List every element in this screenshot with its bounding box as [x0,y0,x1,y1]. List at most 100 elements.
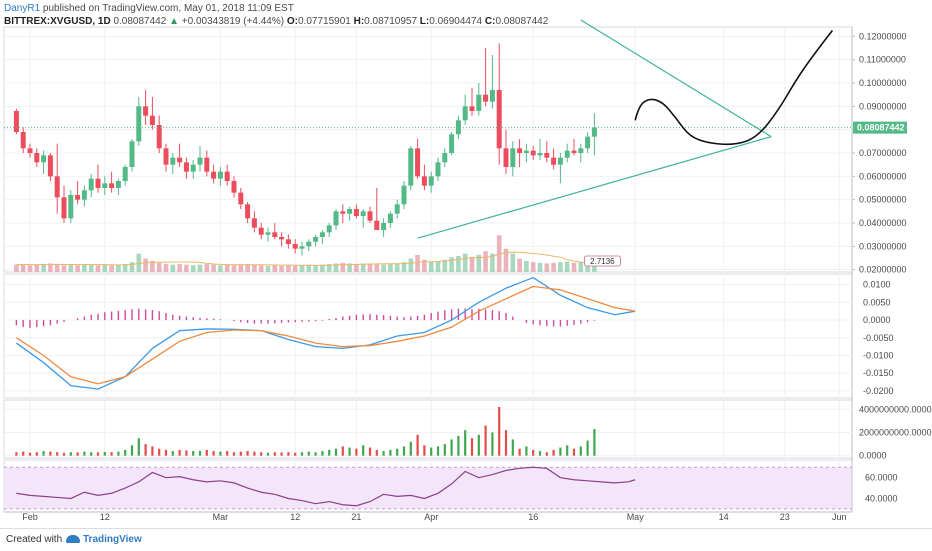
projection-drawing [634,30,834,146]
volume-bar [54,264,60,272]
candle-body [585,136,591,149]
volume-bar [347,263,352,272]
tradingview-brand: TradingView [83,534,142,545]
last-price-tag [853,121,907,134]
volume-bar [136,253,142,272]
candle-body [421,176,427,186]
candle-body [435,162,441,177]
volume-bar [408,258,414,272]
volume-bar [374,264,380,272]
candle-body [211,171,217,179]
candle-body [68,195,74,219]
created-with-label: Created with [6,534,63,545]
time-tick-label: May [627,512,645,522]
candle-body [217,171,223,179]
candle-body [489,90,495,102]
rsi-band [5,467,851,509]
candle-body [340,211,346,214]
volume-bar [530,262,536,272]
macd-tick-label: -0.0200 [863,386,894,396]
macd-tick-label: -0.0100 [863,350,894,360]
volume-bar [163,264,169,272]
volume-bar [68,264,74,272]
candle-body [34,153,40,163]
low-value: 0.06904474 [429,16,483,27]
candle-body [326,225,332,233]
volume-bar [88,264,94,272]
publish-line: DanyR1 published on TradingView.com, May… [4,2,904,15]
candle-body [428,176,434,186]
close-label: C: [484,16,496,27]
candle-body [13,111,19,132]
candle-body [503,148,509,167]
price-tick-label: 0.09000000 [859,101,907,111]
volume-bar [245,264,250,272]
volume-bar [272,265,278,272]
volume-bar [388,264,393,272]
volume-bar [211,264,216,272]
candle-body [367,211,373,221]
volume-bar [279,265,284,272]
volume-bar [340,262,346,272]
candle-body [544,153,550,158]
candle-body [47,155,53,177]
footer-bar: Created with TradingView [0,528,932,551]
candle-body [204,157,210,172]
time-tick-label: 21 [351,512,361,522]
volume-bar [537,262,543,272]
time-tick-label: Feb [22,512,38,522]
candle-body [530,150,536,156]
open-value: 0.07715901 [297,16,351,27]
candle-body [54,176,60,198]
volume-bar [190,265,196,272]
volume-bar [231,265,237,272]
volume-bar [109,265,114,272]
volume-bar [218,265,223,272]
candle-body [483,94,489,102]
candle-body [163,148,169,165]
time-tick-label: 12 [290,512,300,522]
volume-bar [75,265,80,272]
candle-body [102,183,108,188]
volume-bar [265,265,271,272]
close-value: 0.08087442 [495,16,549,27]
volume-bar [150,260,155,272]
volume-bar [517,258,522,272]
tradingview-logo[interactable]: TradingView [66,534,142,545]
candle-body [197,157,203,165]
open-label: O: [286,16,298,27]
volume-bar [360,263,366,272]
volume-bar [564,261,570,272]
volume-bar [129,262,135,272]
volume-bar [326,264,332,272]
vol-tick-label: 2000000000.0000 [859,427,932,437]
volume-bar [41,264,46,272]
volume-bar [401,262,407,272]
candle-body [190,164,196,172]
candle-body [564,150,570,158]
candle-body [115,181,121,188]
candle-body [374,220,380,230]
price-tick-label: 0.07000000 [859,148,907,158]
candle-body [353,209,359,216]
volume-bar [286,265,291,272]
volume-bar [313,265,318,272]
price-tick-label: 0.04000000 [859,218,907,228]
price-tick-label: 0.03000000 [859,241,907,251]
candle-body [313,237,319,242]
trendline-lower [417,136,772,239]
author-name[interactable]: DanyR1 [4,3,41,14]
volume-bar [27,265,33,272]
volume-bar [381,264,386,272]
macd-tick-label: 0.0100 [863,280,891,290]
macd-tick-label: 0.0000 [863,315,891,325]
chart-canvas[interactable]: Feb 12 Mar 12 21 Apr 16 May 14 23 Jun 0.12000000 0.1… [0,0,932,528]
volume-bar [20,264,26,272]
candle-body [251,218,257,228]
volume-bar [428,261,434,272]
candle-body [523,150,529,153]
vol-tick-label: 0.0000 [859,451,887,461]
symbol-label[interactable]: BITTREX:XVGUSD, 1D [4,16,111,27]
volume-bar [422,259,427,272]
candle-body [149,115,155,125]
